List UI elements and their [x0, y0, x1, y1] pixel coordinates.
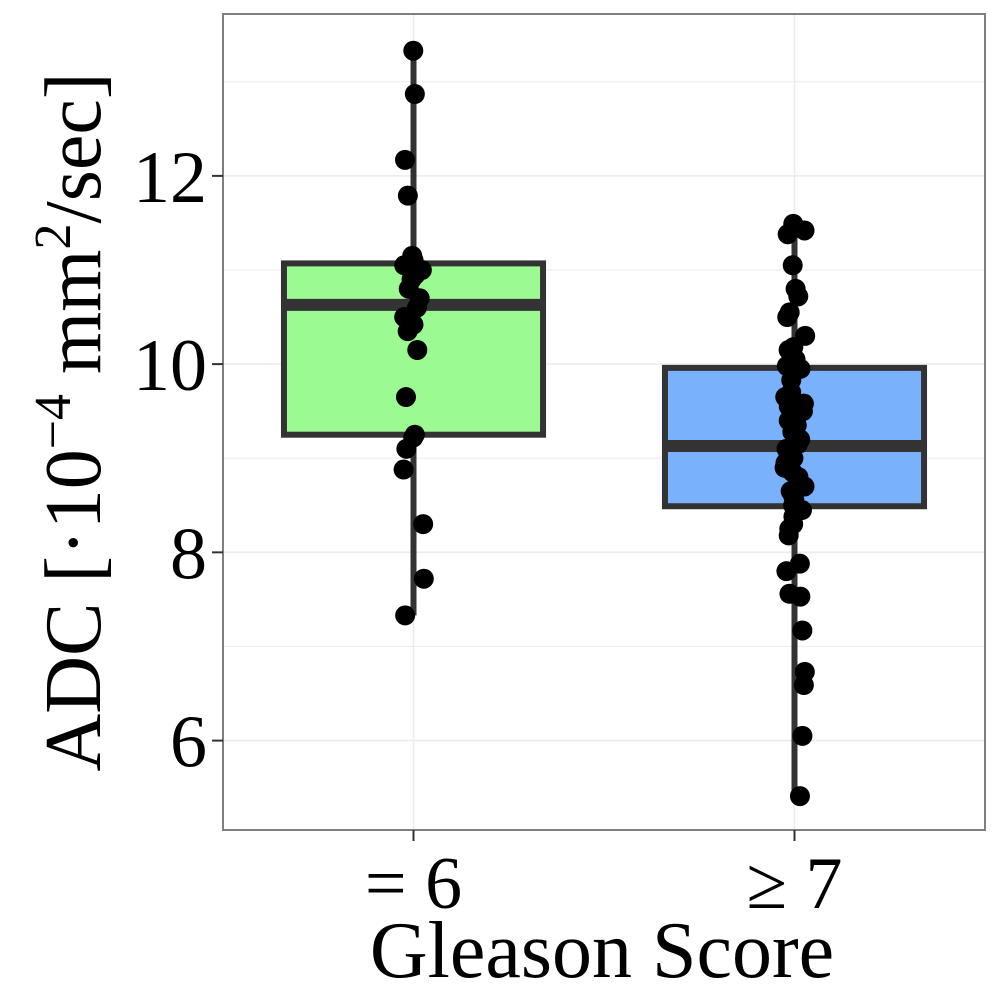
data-point [397, 321, 418, 342]
y-tick-label: 6 [170, 702, 207, 784]
data-point [778, 525, 799, 546]
data-point [396, 438, 417, 459]
y-axis: 6 8 10 12 [133, 137, 223, 784]
y-axis-title-end: /sec] [30, 73, 118, 224]
y-tick-label: 10 [133, 325, 207, 407]
data-point [782, 255, 803, 276]
data-point [792, 725, 813, 746]
y-tick-label: 8 [170, 513, 207, 595]
data-point [395, 387, 416, 408]
data-point [407, 340, 428, 360]
data-point [404, 84, 425, 104]
x-axis-title: Gleason Score [370, 907, 834, 995]
data-points [393, 40, 816, 807]
y-axis-title-mid: mm [30, 250, 118, 394]
y-tick-label: 12 [133, 137, 207, 219]
data-point [789, 786, 810, 807]
data-point [413, 514, 434, 535]
data-point [790, 586, 811, 607]
data-point [788, 286, 809, 307]
panel-border [222, 13, 986, 831]
y-axis-title-exp1: −4 [25, 394, 82, 449]
data-point [413, 568, 434, 589]
data-point [403, 40, 424, 61]
data-point [792, 620, 813, 641]
data-point [776, 561, 797, 582]
data-point [777, 224, 798, 245]
data-point [395, 605, 416, 626]
data-point [794, 220, 815, 241]
data-point [395, 149, 416, 170]
y-axis-title: ADC [·10−4 mm2/sec] [25, 73, 118, 772]
data-point [393, 459, 414, 480]
x-tick-label: = 6 [365, 843, 462, 925]
x-axis: = 6 ≥ 7 [365, 830, 843, 925]
data-point [793, 675, 814, 696]
data-point [777, 307, 798, 328]
x-tick-label: ≥ 7 [746, 843, 842, 925]
y-axis-title-main: ADC [·10 [30, 449, 118, 771]
data-point [397, 185, 418, 206]
y-axis-title-exp2: 2 [25, 224, 82, 250]
